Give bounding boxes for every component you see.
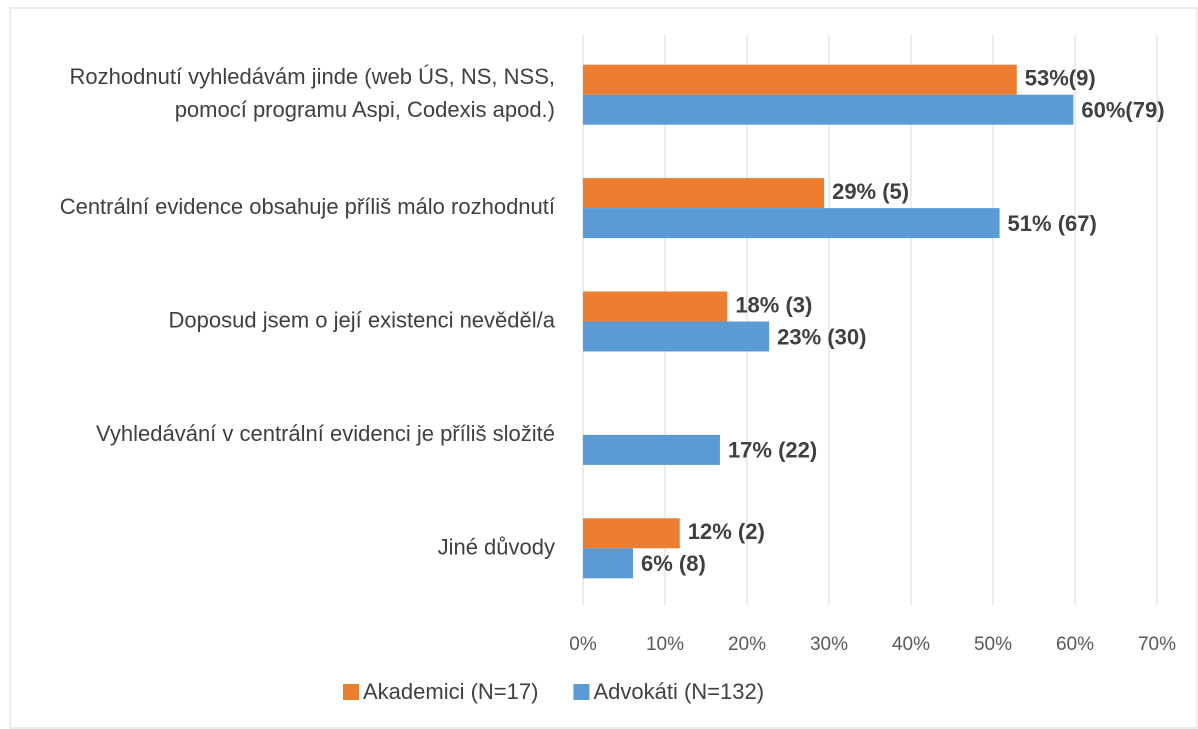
- bar: [583, 208, 1000, 239]
- x-tick-label: 10%: [646, 634, 684, 655]
- bar: [583, 291, 728, 322]
- x-tick-label: 70%: [1138, 634, 1176, 655]
- x-tick-label: 30%: [810, 634, 848, 655]
- value-label: 18% (3): [735, 292, 812, 317]
- bar: [583, 94, 1074, 125]
- legend-label: Akademici (N=17): [363, 679, 538, 704]
- category-label: Rozhodnutí vyhledávám jinde (web ÚS, NS,…: [70, 64, 555, 122]
- x-tick-label: 0%: [569, 634, 597, 655]
- category-label: Vyhledávání v centrální evidenci je příl…: [96, 421, 555, 446]
- value-label: 12% (2): [688, 519, 765, 544]
- bar: [583, 434, 720, 465]
- value-label: 51% (67): [1008, 211, 1097, 236]
- value-label: 6% (8): [641, 551, 706, 576]
- value-label: 17% (22): [728, 438, 817, 463]
- chart-border: [9, 7, 1198, 729]
- bar: [583, 548, 634, 579]
- x-tick-label: 50%: [974, 634, 1012, 655]
- x-tick-label: 20%: [728, 634, 766, 655]
- bar: [583, 518, 680, 549]
- x-tick-label: 60%: [1056, 634, 1094, 655]
- legend-label: Advokáti (N=132): [593, 679, 764, 704]
- bar: [583, 321, 770, 352]
- category-label: Jiné důvody: [438, 534, 555, 559]
- value-label: 29% (5): [832, 179, 909, 204]
- category-label: Centrální evidence obsahuje příliš málo …: [60, 194, 555, 219]
- bar: [583, 178, 825, 209]
- bar: [583, 64, 1017, 95]
- value-label: 53%(9): [1025, 66, 1096, 91]
- legend-swatch: [573, 684, 590, 700]
- x-tick-label: 40%: [892, 634, 930, 655]
- legend-swatch: [343, 684, 359, 700]
- value-label: 60%(79): [1081, 98, 1164, 123]
- value-label: 23% (30): [777, 324, 866, 349]
- category-label: Doposud jsem o její existenci nevěděl/a: [169, 307, 556, 332]
